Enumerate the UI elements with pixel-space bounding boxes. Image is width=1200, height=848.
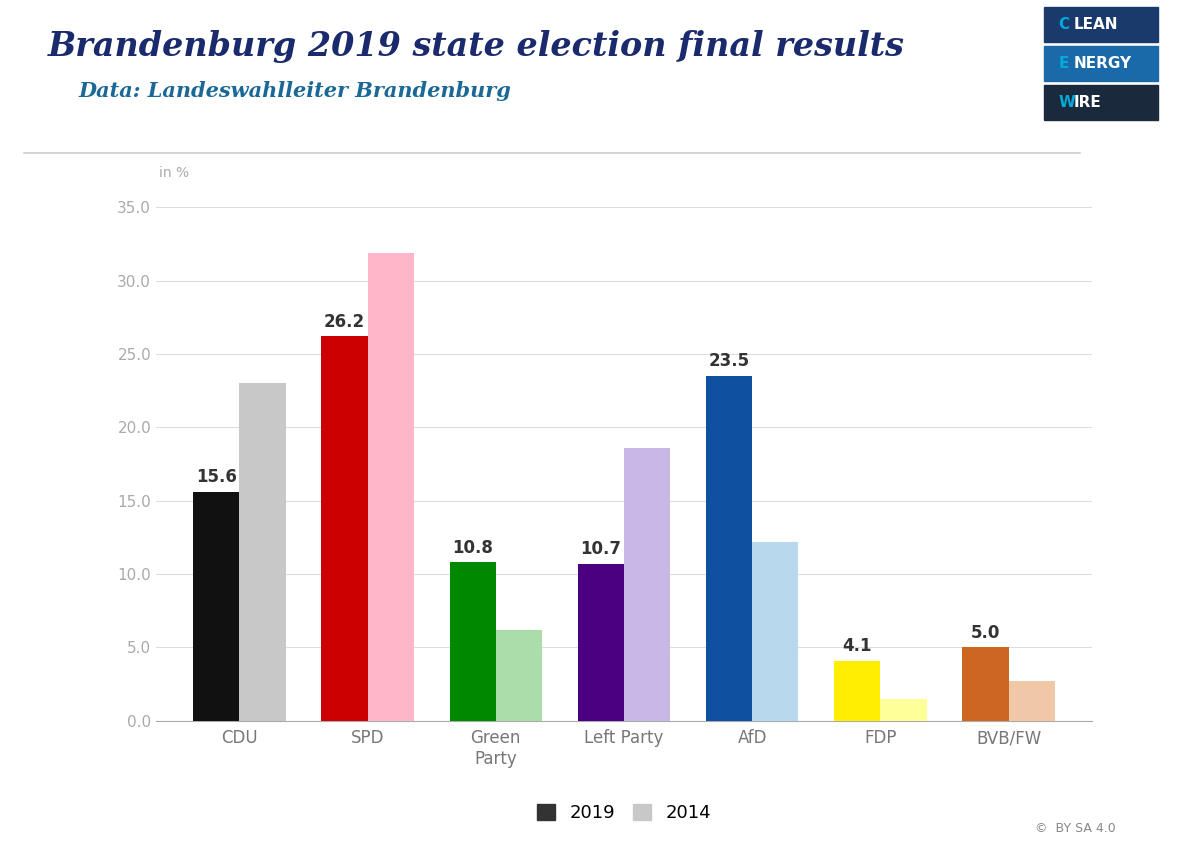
Text: ©  BY SA 4.0: © BY SA 4.0 xyxy=(1036,823,1116,835)
Text: NERGY: NERGY xyxy=(1074,56,1132,71)
Bar xyxy=(496,630,542,721)
Text: 15.6: 15.6 xyxy=(196,468,236,486)
Bar xyxy=(752,542,798,721)
Text: E: E xyxy=(1058,56,1069,71)
Bar xyxy=(322,337,367,721)
Bar xyxy=(367,253,414,721)
Text: IRE: IRE xyxy=(1074,95,1102,110)
Bar xyxy=(706,377,752,721)
Text: 4.1: 4.1 xyxy=(842,637,872,655)
Bar xyxy=(578,564,624,721)
Text: 23.5: 23.5 xyxy=(708,352,750,371)
Text: 5.0: 5.0 xyxy=(971,623,1001,642)
Text: 26.2: 26.2 xyxy=(324,313,365,331)
Text: W: W xyxy=(1058,95,1075,110)
Bar xyxy=(624,448,670,721)
Text: C: C xyxy=(1058,17,1069,32)
Text: 10.7: 10.7 xyxy=(581,540,622,558)
Bar xyxy=(1009,681,1055,721)
Text: Brandenburg 2019 state election final results: Brandenburg 2019 state election final re… xyxy=(48,30,905,63)
Bar xyxy=(193,492,239,721)
Bar xyxy=(834,661,881,721)
Text: in %: in % xyxy=(158,166,188,181)
Bar xyxy=(239,383,286,721)
Text: 10.8: 10.8 xyxy=(452,538,493,556)
Bar xyxy=(962,648,1009,721)
Bar xyxy=(881,699,926,721)
Text: LEAN: LEAN xyxy=(1074,17,1118,32)
Text: Data: Landeswahlleiter Brandenburg: Data: Landeswahlleiter Brandenburg xyxy=(78,81,511,101)
Legend: 2019, 2014: 2019, 2014 xyxy=(528,795,720,831)
Bar xyxy=(450,562,496,721)
